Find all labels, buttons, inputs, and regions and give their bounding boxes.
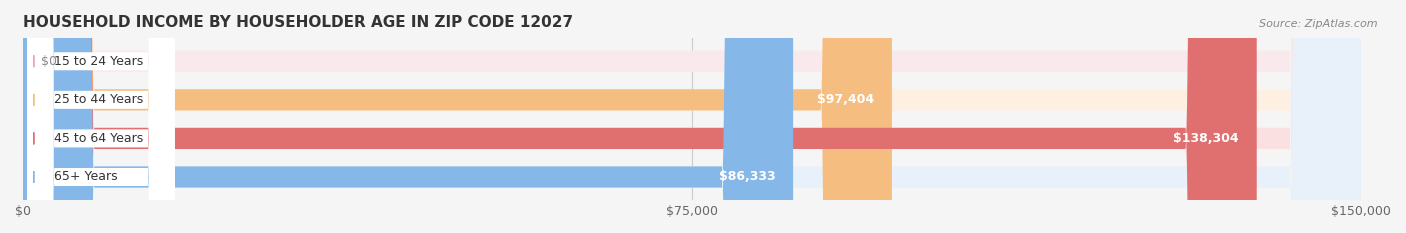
Text: 45 to 64 Years: 45 to 64 Years bbox=[55, 132, 143, 145]
Text: $0: $0 bbox=[41, 55, 56, 68]
FancyBboxPatch shape bbox=[22, 0, 891, 233]
Text: $97,404: $97,404 bbox=[817, 93, 875, 106]
Text: Source: ZipAtlas.com: Source: ZipAtlas.com bbox=[1260, 19, 1378, 29]
Text: 15 to 24 Years: 15 to 24 Years bbox=[55, 55, 143, 68]
FancyBboxPatch shape bbox=[22, 0, 1361, 233]
FancyBboxPatch shape bbox=[22, 0, 1361, 233]
FancyBboxPatch shape bbox=[22, 0, 1361, 233]
FancyBboxPatch shape bbox=[28, 0, 174, 233]
FancyBboxPatch shape bbox=[28, 0, 174, 233]
Text: HOUSEHOLD INCOME BY HOUSEHOLDER AGE IN ZIP CODE 12027: HOUSEHOLD INCOME BY HOUSEHOLDER AGE IN Z… bbox=[22, 15, 574, 30]
FancyBboxPatch shape bbox=[22, 0, 1257, 233]
FancyBboxPatch shape bbox=[28, 0, 174, 233]
FancyBboxPatch shape bbox=[22, 0, 1361, 233]
Text: 65+ Years: 65+ Years bbox=[55, 171, 118, 184]
Text: $138,304: $138,304 bbox=[1173, 132, 1239, 145]
FancyBboxPatch shape bbox=[28, 0, 174, 233]
Text: $86,333: $86,333 bbox=[718, 171, 775, 184]
FancyBboxPatch shape bbox=[22, 0, 793, 233]
Text: 25 to 44 Years: 25 to 44 Years bbox=[55, 93, 143, 106]
